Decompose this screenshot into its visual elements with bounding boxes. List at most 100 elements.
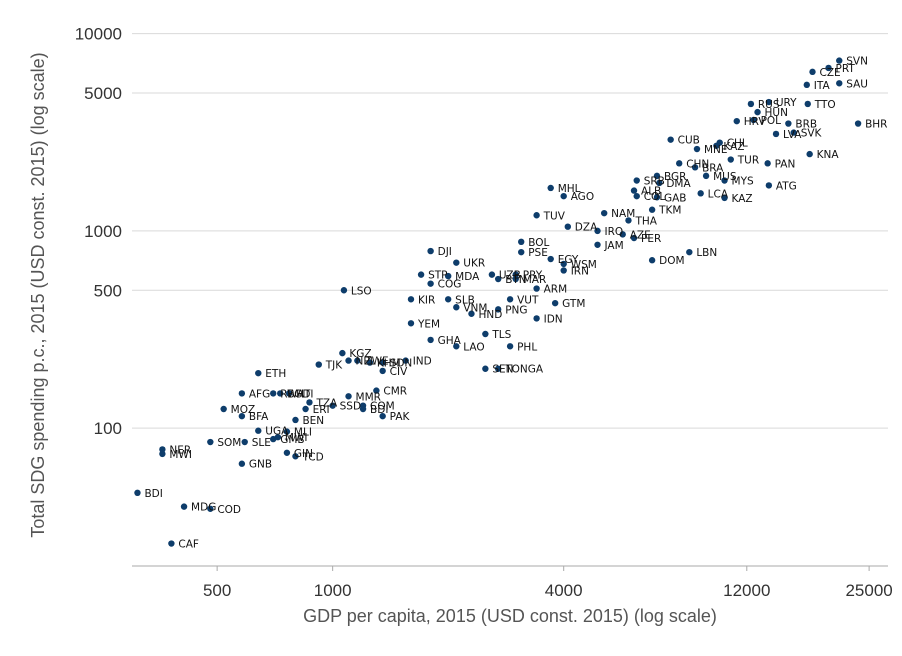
point-label: LBN [696, 247, 717, 259]
point-label: UGA [265, 426, 289, 438]
point-label: TONGA [504, 364, 544, 376]
point-label: IDN [544, 313, 563, 325]
data-point [518, 248, 525, 256]
point-label: LSO [351, 285, 372, 297]
point-label: ERI [313, 404, 330, 416]
point-label: SVK [801, 128, 823, 140]
data-point [512, 271, 519, 278]
point-label: HND [478, 309, 502, 321]
point-label: GAB [664, 192, 687, 204]
data-point [444, 296, 452, 303]
point-label: NPL [356, 356, 376, 368]
x-tick-label: 4000 [545, 581, 583, 600]
data-point [444, 272, 452, 280]
point-label: HTI [296, 388, 313, 400]
point-label: KIR [418, 294, 435, 306]
data-point [292, 416, 299, 424]
point-label: PHL [517, 341, 537, 353]
point-label: PRY [523, 270, 543, 282]
point-label: COG [438, 279, 462, 291]
x-tick-label: 25000 [845, 581, 892, 600]
y-tick-label: 5000 [84, 84, 122, 103]
data-point [806, 150, 813, 158]
data-point [560, 260, 567, 268]
point-label: VUT [517, 294, 539, 306]
point-label: DJI [438, 246, 452, 258]
point-label: JAM [604, 240, 624, 252]
data-point [494, 306, 502, 313]
data-point [560, 192, 567, 200]
point-label: PRT [836, 63, 856, 75]
data-point [560, 267, 567, 274]
point-label: RWA [280, 388, 305, 400]
point-label: BTN [505, 274, 526, 286]
point-label: AGO [571, 191, 594, 203]
point-label: DOM [659, 255, 684, 267]
data-point [825, 64, 832, 72]
y-tick-label: 10000 [75, 25, 122, 44]
data-point [207, 438, 214, 446]
point-label: GIN [294, 448, 313, 460]
data-point [468, 310, 475, 317]
data-point [772, 130, 780, 138]
point-label: PSE [528, 247, 548, 259]
point-label: SVN [846, 56, 868, 68]
point-label: TLS [491, 329, 511, 341]
data-point [283, 428, 291, 435]
data-point [494, 365, 502, 372]
data-point [482, 330, 489, 338]
point-label: MDA [455, 271, 480, 283]
data-point [207, 505, 214, 512]
point-label: ALB [641, 186, 661, 198]
data-point [407, 320, 415, 327]
point-label: TTO [814, 99, 836, 111]
data-point [633, 177, 640, 184]
point-label: KAZ [732, 193, 753, 205]
point-label: MHL [558, 183, 581, 195]
data-point [747, 100, 755, 108]
data-point [750, 116, 757, 124]
data-point [255, 427, 262, 434]
data-point [564, 223, 572, 230]
data-point [283, 449, 291, 456]
data-point [168, 540, 175, 547]
point-label: SSD [340, 401, 361, 413]
data-point [633, 192, 640, 200]
point-label: BRA [702, 162, 724, 174]
data-point [180, 503, 188, 510]
data-point [277, 390, 284, 397]
point-label: BDI [144, 488, 162, 500]
point-label: GHA [438, 335, 462, 347]
point-label: SDN [390, 358, 413, 370]
point-label: TZA [315, 397, 338, 409]
point-label: UKR [463, 258, 485, 270]
data-point [533, 285, 540, 292]
point-label: BFA [249, 411, 269, 423]
point-label: MNE [704, 144, 728, 156]
point-label: NAM [611, 208, 635, 220]
data-point [345, 393, 352, 400]
point-label: ATG [776, 180, 797, 192]
data-point [721, 177, 728, 184]
point-label: CHN [686, 158, 709, 170]
point-label: MWI [169, 449, 192, 461]
point-label: BDI [370, 404, 388, 416]
point-label: IRN [571, 265, 589, 277]
point-label: VNM [463, 302, 487, 314]
grid-lines [132, 33, 888, 429]
point-label: DMA [666, 178, 691, 190]
y-tick-label: 500 [94, 281, 122, 300]
data-point [594, 241, 601, 248]
point-label: THA [634, 215, 657, 227]
data-point [315, 361, 322, 368]
y-tick-label: 1000 [84, 222, 122, 241]
data-point [619, 231, 626, 238]
data-point [686, 248, 693, 256]
point-label: CUB [678, 135, 700, 147]
data-point [285, 390, 293, 397]
data-point [551, 299, 559, 307]
data-point [345, 357, 352, 364]
y-tick-label: 100 [94, 419, 122, 438]
data-point [339, 349, 346, 357]
data-point [366, 359, 374, 366]
